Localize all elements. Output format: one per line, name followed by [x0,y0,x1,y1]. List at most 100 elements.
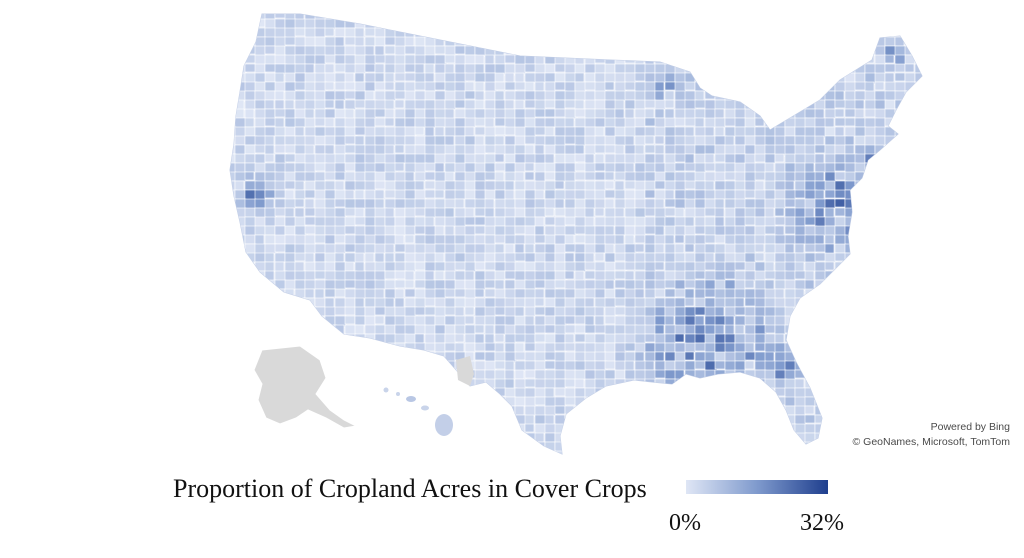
alaska-region [253,345,358,429]
county-cell [684,14,698,22]
county-cell [244,441,255,453]
county-cell [854,243,866,255]
county-cell [634,387,645,398]
county-cell [784,441,796,452]
county-cell [414,252,426,263]
county-cell [824,351,838,361]
county-cell [274,135,286,147]
county-cell [614,441,625,452]
county-cell [544,450,557,454]
county-cell [484,432,495,445]
county-cell [914,108,922,118]
county-cell [784,423,797,434]
county-cell [854,225,865,235]
county-cell [364,369,376,379]
county-cell [264,423,278,435]
county-cell [244,378,255,390]
county-cell [234,36,247,49]
county-cell [474,243,487,255]
county-cell [474,18,486,28]
county-cell [844,144,855,155]
county-cell [694,243,707,255]
county-cell [634,18,648,30]
county-cell [884,171,895,181]
county-cell [464,324,476,335]
county-cell [794,252,807,264]
county-cell [524,369,537,379]
county-cell [894,207,905,217]
county-cell [564,63,577,74]
county-cell [454,135,466,146]
county-cell [824,261,835,271]
county-cell [914,36,922,48]
county-cell [394,360,407,370]
county-cell [264,117,277,127]
county-cell [664,351,677,362]
county-cell [734,81,748,92]
county-cell [394,315,406,327]
county-cell [404,126,417,137]
county-cell [324,450,337,454]
county-cell [474,117,486,127]
county-cell [324,297,335,309]
county-cell [344,207,357,217]
county-cell [714,18,727,30]
county-cell [524,261,537,272]
county-cell [834,297,847,307]
county-cell [284,288,295,299]
county-cell [394,81,406,92]
county-cell [234,126,247,138]
county-cell [804,36,818,47]
county-cell [284,18,297,30]
county-cell [284,432,297,443]
county-cell [294,153,307,164]
county-cell [734,45,747,57]
county-cell [844,261,856,273]
county-cell [604,297,617,309]
county-cell [444,378,455,389]
county-cell [464,216,476,226]
county-cell [274,81,287,93]
county-cell [354,36,365,47]
county-cell [654,81,665,92]
county-cell [274,279,287,290]
county-cell [284,450,297,454]
county-cell [794,324,806,334]
county-cell [704,72,716,84]
county-cell [334,45,346,56]
county-cell [594,432,608,444]
county-cell [374,135,387,147]
county-cell [834,288,848,298]
county-cell [884,333,896,344]
county-cell [594,252,605,262]
county-cell [764,279,775,291]
county-cell [704,126,715,137]
county-cell [564,432,578,443]
county-cell [574,144,585,155]
county-cell [274,180,286,191]
county-cell [814,387,827,398]
county-cell [594,333,607,344]
county-cell [294,198,305,208]
county-cell [354,270,367,282]
county-cell [904,342,918,355]
county-cell [744,342,755,354]
county-cell [504,423,516,436]
county-cell [714,126,725,137]
county-cell [474,261,486,271]
county-cell [414,333,425,344]
county-cell [744,360,755,370]
county-cell [584,171,597,181]
county-cell [624,315,637,327]
county-cell [814,432,828,444]
county-cell [324,423,338,434]
county-cell [314,27,326,38]
county-cell [574,315,586,325]
county-cell [834,360,845,373]
county-cell [874,396,885,408]
county-cell [230,117,236,128]
county-cell [674,441,685,451]
county-cell [564,279,576,291]
county-cell [674,189,687,200]
county-cell [424,441,437,452]
